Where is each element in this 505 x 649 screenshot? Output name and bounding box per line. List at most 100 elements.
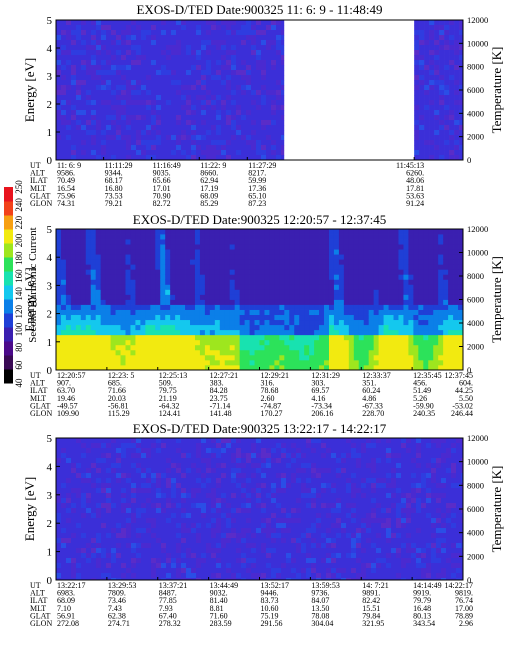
heatmap-cell	[413, 329, 419, 336]
heatmap-cell	[413, 264, 419, 270]
heatmap-cell	[166, 573, 172, 579]
heatmap-cell	[428, 314, 434, 321]
heatmap-cell	[61, 65, 67, 71]
heatmap-cell	[324, 294, 330, 300]
heatmap-cell	[348, 349, 355, 356]
heatmap-cell	[444, 75, 450, 81]
heatmap-cell	[126, 145, 132, 151]
orbit-value: -53.02	[452, 401, 473, 410]
heatmap-cell	[343, 359, 350, 366]
heatmap-cell	[251, 140, 257, 146]
heatmap-cell	[96, 513, 102, 519]
heatmap-cell	[165, 299, 171, 305]
heatmap-cell	[444, 70, 450, 76]
orbit-value: 170.27	[261, 409, 283, 418]
heatmap-cell	[96, 473, 102, 479]
heatmap-cell	[106, 85, 112, 91]
heatmap-cell	[459, 35, 464, 41]
heatmap-cell	[299, 309, 305, 316]
heatmap-cell	[151, 130, 157, 136]
heatmap-cell	[126, 553, 132, 559]
heatmap-cell	[281, 40, 285, 46]
heatmap-cell	[353, 229, 360, 235]
heatmap-cell	[433, 299, 439, 305]
heatmap-cell	[136, 40, 142, 46]
heatmap-cell	[150, 254, 156, 260]
heatmap-cell	[100, 289, 107, 295]
heatmap-cell	[130, 229, 136, 235]
heatmap-cell	[56, 513, 62, 519]
heatmap-cell	[284, 314, 290, 321]
heatmap-cell	[224, 239, 231, 245]
heatmap-cell	[110, 339, 116, 346]
heatmap-cell	[81, 463, 87, 469]
heatmap-cell	[155, 344, 161, 351]
heatmap-cell	[190, 264, 196, 270]
heatmap-cell	[393, 334, 399, 341]
heatmap-cell	[76, 135, 82, 141]
heatmap-cell	[66, 110, 72, 116]
heatmap-cell	[171, 70, 177, 76]
heatmap-cell	[65, 359, 72, 366]
heatmap-cell	[161, 473, 167, 479]
heatmap-cell	[459, 140, 464, 146]
heatmap-cell	[231, 155, 237, 161]
heatmap-cell	[111, 130, 117, 136]
heatmap-cell	[86, 150, 92, 156]
heatmap-cell	[56, 90, 62, 96]
heatmap-cell	[196, 508, 202, 514]
heatmap-cell	[304, 339, 310, 346]
heatmap-cell	[246, 140, 252, 146]
heatmap-cell	[211, 90, 217, 96]
heatmap-cell	[130, 359, 136, 366]
heatmap-cell	[61, 125, 67, 131]
heatmap-cell	[140, 229, 146, 235]
heatmap-cell	[191, 20, 197, 26]
heatmap-cell	[161, 578, 167, 581]
heatmap-cell	[131, 528, 137, 534]
heatmap-cell	[363, 309, 370, 316]
heatmap-cell	[328, 259, 335, 265]
heatmap-cell	[151, 573, 157, 579]
heatmap-cell	[131, 548, 137, 554]
heatmap-cell	[304, 334, 310, 341]
heatmap-cell	[71, 548, 77, 554]
heatmap-cell	[378, 254, 384, 260]
heatmap-cell	[348, 239, 355, 245]
heatmap-cell	[284, 259, 290, 265]
heatmap-cell	[120, 354, 126, 361]
heatmap-cell	[70, 354, 77, 361]
heatmap-cell	[199, 334, 206, 341]
heatmap-cell	[176, 50, 182, 56]
heatmap-cell	[196, 573, 202, 579]
heatmap-cell	[56, 344, 62, 351]
heatmap-cell	[279, 364, 285, 371]
heatmap-cell	[373, 254, 380, 260]
heatmap-cell	[155, 354, 161, 361]
heatmap-cell	[135, 274, 141, 280]
heatmap-cell	[383, 304, 389, 310]
heatmap-cell	[454, 100, 460, 106]
heatmap-cell	[60, 254, 67, 260]
heatmap-cell	[444, 140, 450, 146]
heatmap-cell	[271, 135, 277, 141]
heatmap-cell	[146, 90, 152, 96]
heatmap-cell	[161, 105, 167, 111]
heatmap-cell	[309, 279, 315, 285]
heatmap-cell	[433, 344, 439, 351]
heatmap-cell	[101, 95, 107, 101]
heatmap-cell	[151, 50, 157, 56]
heatmap-cell	[56, 508, 62, 514]
heatmap-cell	[180, 324, 186, 331]
heatmap-cell	[429, 150, 435, 156]
heatmap-cell	[403, 269, 409, 275]
heatmap-cell	[81, 483, 87, 489]
heatmap-cell	[170, 274, 176, 280]
heatmap-cell	[424, 155, 430, 161]
heatmap-cell	[125, 229, 131, 235]
heatmap-cell	[424, 45, 430, 51]
heatmap-cell	[170, 249, 176, 255]
heatmap-cell	[239, 254, 246, 260]
heatmap-cell	[241, 130, 247, 136]
heatmap-cell	[140, 279, 146, 285]
